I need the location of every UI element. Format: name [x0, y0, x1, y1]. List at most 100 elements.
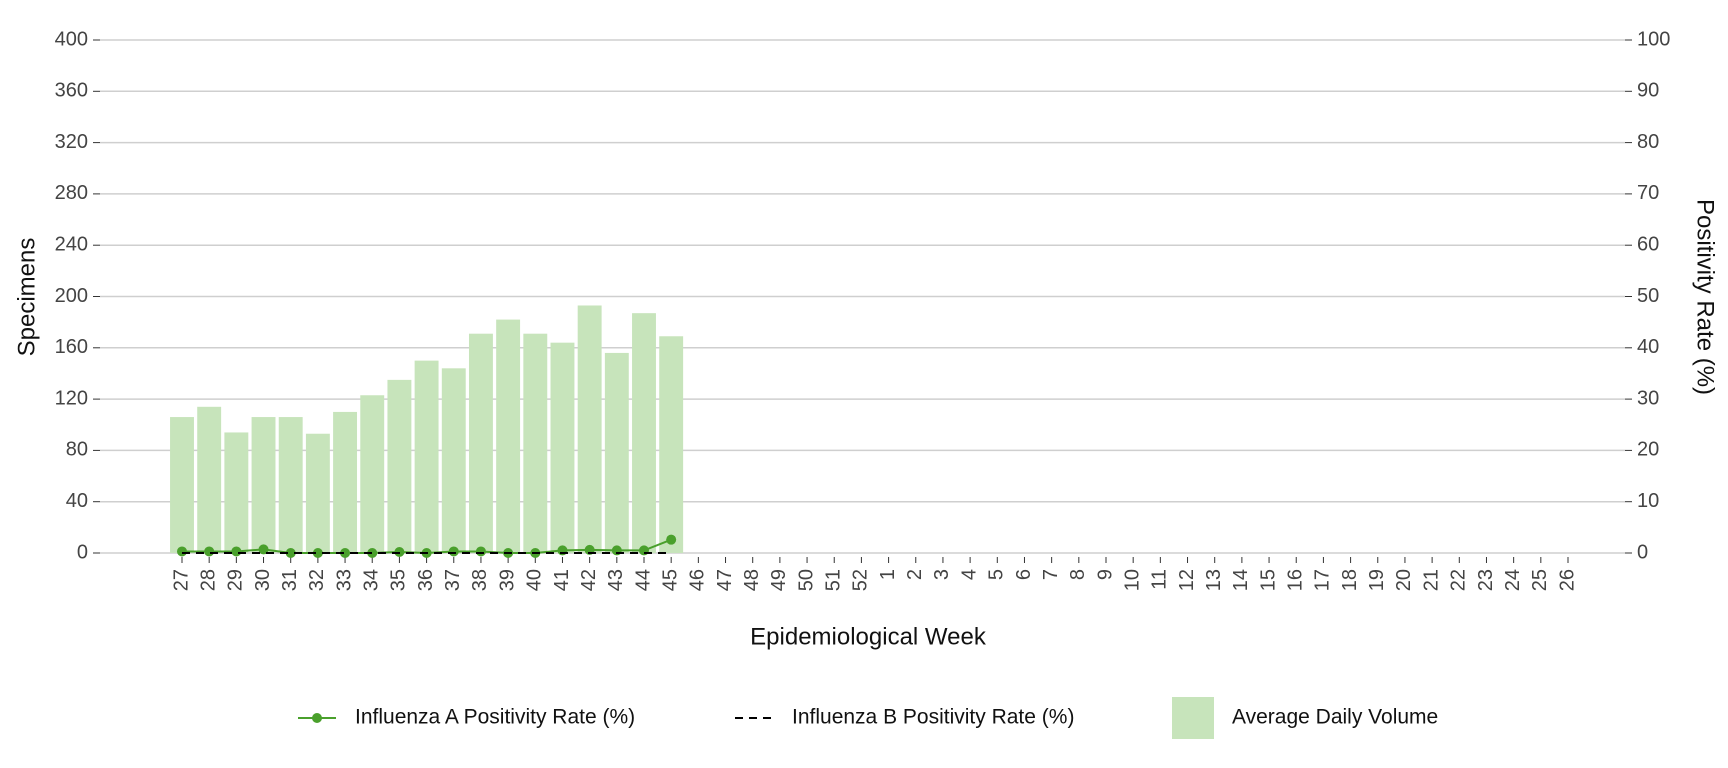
bar	[441, 368, 466, 553]
x-tick-label: 26	[1556, 569, 1578, 591]
x-tick-label: 43	[605, 569, 627, 591]
x-tick-label: 21	[1420, 569, 1442, 591]
bar	[659, 336, 684, 553]
x-tick-label: 8	[1067, 569, 1089, 580]
x-tick-label: 51	[823, 569, 845, 591]
legend-swatch	[1172, 697, 1214, 739]
point	[475, 546, 486, 557]
x-axis-title: Epidemiological Week	[750, 623, 987, 650]
x-tick-label: 32	[306, 569, 328, 591]
y2-tick-label: 0	[1637, 541, 1648, 563]
x-tick-label: 6	[1013, 569, 1035, 580]
x-tick-label: 36	[415, 569, 437, 591]
point	[340, 548, 351, 558]
point	[285, 548, 296, 558]
x-tick-label: 41	[551, 569, 573, 591]
x-tick-label: 3	[931, 569, 953, 580]
y2-tick-label: 60	[1637, 233, 1659, 255]
point	[177, 546, 187, 557]
bar	[360, 395, 385, 553]
y2-tick-label: 70	[1637, 182, 1659, 204]
y-tick-label: 320	[55, 131, 88, 153]
y-tick-label: 280	[55, 182, 88, 204]
x-tick-label: 48	[741, 569, 763, 591]
y-tick-label: 200	[55, 285, 88, 307]
bar	[170, 417, 194, 553]
x-tick-label: 2	[904, 569, 926, 580]
y-tick-label: 40	[66, 490, 88, 512]
point	[231, 546, 242, 557]
x-tick-label: 17	[1312, 569, 1334, 591]
x-tick-label: 18	[1339, 569, 1361, 591]
x-tick-label: 14	[1230, 569, 1252, 591]
point	[204, 546, 215, 557]
x-tick-label: 28	[197, 569, 219, 591]
bar	[550, 342, 575, 553]
bar	[251, 417, 276, 553]
bar	[468, 333, 493, 553]
x-tick-label: 11	[1149, 569, 1171, 590]
bar	[577, 305, 602, 553]
x-tick-label: 7	[1040, 569, 1062, 580]
legend-swatch	[312, 713, 322, 723]
x-tick-label: 16	[1285, 569, 1307, 591]
x-tick-label: 22	[1448, 569, 1470, 591]
x-tick-label: 35	[388, 569, 410, 591]
y2-axis-title: Positivity Rate (%)	[1692, 199, 1719, 395]
point	[448, 546, 459, 557]
y2-tick-label: 20	[1637, 439, 1659, 461]
x-tick-label: 47	[714, 569, 736, 591]
x-tick-label: 33	[333, 569, 355, 591]
x-tick-label: 10	[1121, 569, 1143, 591]
bar	[278, 417, 303, 553]
legend-label: Influenza A Positivity Rate (%)	[355, 706, 635, 729]
y-tick-label: 360	[55, 80, 88, 102]
point	[394, 546, 405, 557]
x-tick-label: 27	[170, 569, 192, 591]
x-tick-label: 52	[850, 569, 872, 591]
x-tick-label: 49	[768, 569, 790, 591]
x-tick-label: 38	[469, 569, 491, 591]
x-tick-label: 12	[1176, 569, 1198, 591]
y-axis-title: Specimens	[13, 238, 40, 357]
legend-label: Average Daily Volume	[1232, 706, 1438, 729]
y2-tick-label: 50	[1637, 285, 1659, 307]
y-tick-label: 80	[66, 439, 88, 461]
bar	[414, 360, 439, 553]
y2-tick-label: 30	[1637, 387, 1659, 409]
point	[367, 548, 378, 558]
y2-tick-label: 100	[1637, 28, 1670, 50]
x-tick-label: 31	[279, 569, 301, 591]
x-tick-label: 44	[632, 569, 654, 591]
point	[312, 548, 323, 558]
bar	[604, 352, 629, 553]
x-tick-label: 15	[1257, 569, 1279, 591]
legend-label: Influenza B Positivity Rate (%)	[792, 706, 1074, 729]
bar	[333, 411, 358, 553]
x-tick-label: 42	[578, 569, 600, 591]
x-tick-label: 24	[1502, 569, 1524, 591]
bar	[632, 313, 656, 553]
x-tick-label: 20	[1393, 569, 1415, 591]
y-tick-label: 240	[55, 233, 88, 255]
x-tick-label: 34	[361, 569, 383, 591]
bar	[496, 319, 521, 553]
bar	[523, 333, 548, 553]
bar	[197, 406, 222, 553]
x-tick-label: 39	[496, 569, 518, 591]
x-tick-label: 19	[1366, 569, 1388, 591]
x-tick-label: 5	[986, 569, 1008, 580]
bar	[224, 432, 249, 553]
x-tick-label: 1	[877, 569, 899, 580]
point	[666, 534, 677, 545]
y2-tick-label: 40	[1637, 336, 1659, 358]
x-tick-label: 4	[958, 569, 980, 580]
x-tick-label: 29	[225, 569, 247, 591]
y-tick-label: 160	[55, 336, 88, 358]
y-tick-label: 0	[77, 541, 88, 563]
x-tick-label: 37	[442, 569, 464, 591]
y2-tick-label: 10	[1637, 490, 1659, 512]
y2-tick-label: 90	[1637, 80, 1659, 102]
x-tick-label: 23	[1475, 569, 1497, 591]
x-tick-label: 46	[687, 569, 709, 591]
